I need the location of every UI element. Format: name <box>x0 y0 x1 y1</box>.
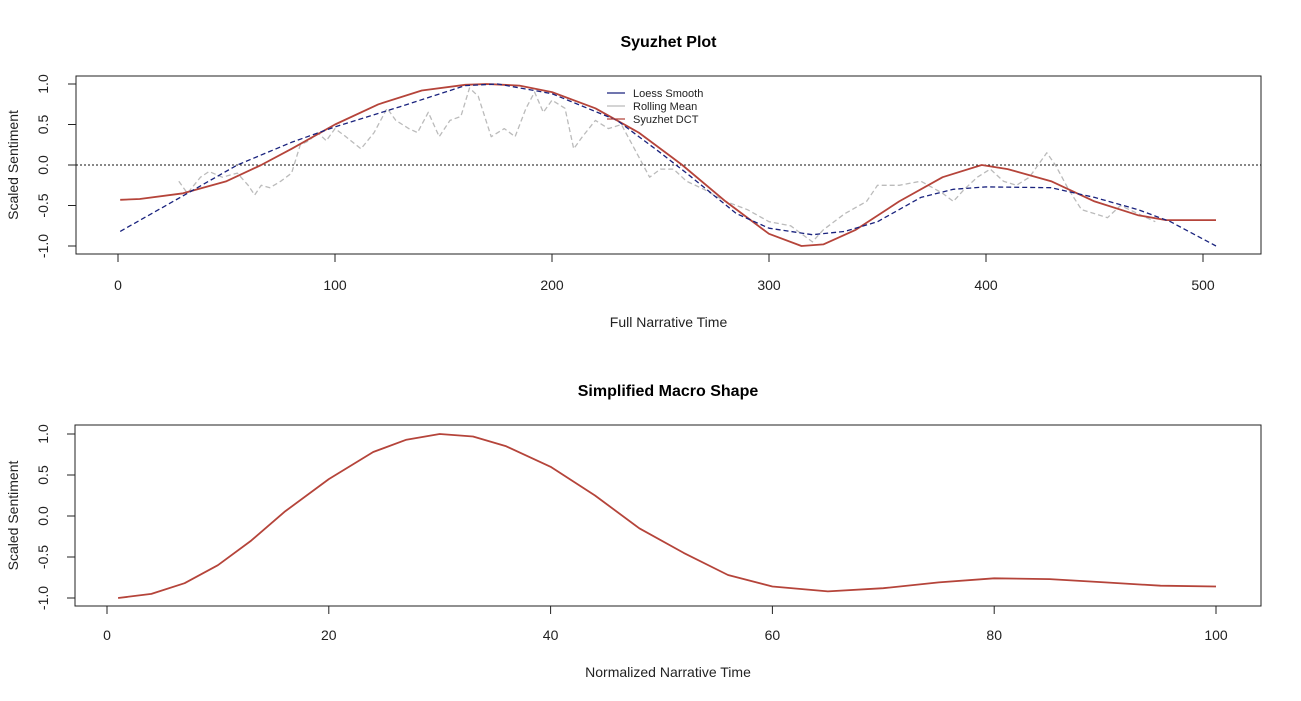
x-tick-label: 0 <box>114 277 122 293</box>
legend-label: Rolling Mean <box>633 101 697 113</box>
x-axis-label: Full Narrative Time <box>610 314 728 330</box>
x-tick-label: 0 <box>103 627 111 643</box>
y-axis-label: Scaled Sentiment <box>5 110 21 220</box>
legend-label: Loess Smooth <box>633 88 703 100</box>
panel-1: Syuzhet Plot 0 100 200 300 400 500 -1.0 -0.5 0.0 0… <box>5 34 1262 330</box>
y-tick-label: -0.5 <box>35 193 51 217</box>
series-line-loess-smooth <box>119 83 1217 247</box>
series-line-macro-shape <box>117 433 1217 599</box>
chart-title: Syuzhet Plot <box>620 34 717 51</box>
y-tick-label: -1.0 <box>35 234 51 258</box>
y-tick-label: -0.5 <box>35 545 51 569</box>
y-tick-label: -1.0 <box>35 586 51 610</box>
y-tick-label: 0.0 <box>35 155 51 175</box>
x-tick-label: 40 <box>543 627 559 643</box>
plot-frame <box>74 424 1262 607</box>
x-tick-label: 20 <box>321 627 337 643</box>
y-axis-label: Scaled Sentiment <box>5 461 21 571</box>
x-tick-label: 300 <box>757 277 781 293</box>
x-axis-label: Normalized Narrative Time <box>585 664 751 680</box>
y-tick-label: 1.0 <box>35 424 51 444</box>
x-tick-label: 80 <box>986 627 1002 643</box>
x-tick-label: 500 <box>1191 277 1215 293</box>
panel-2: Simplified Macro Shape 0 20 40 60 80 100 -1.0 -0… <box>5 383 1262 680</box>
y-tick-label: 0.0 <box>35 506 51 526</box>
x-tick-label: 60 <box>765 627 781 643</box>
chart-title: Simplified Macro Shape <box>578 383 759 400</box>
x-tick-label: 100 <box>1204 627 1228 643</box>
legend-label: Syuzhet DCT <box>633 114 699 126</box>
x-tick-label: 200 <box>540 277 564 293</box>
y-tick-label: 0.5 <box>35 115 51 135</box>
series-line-syuzhet-dct <box>120 83 1216 247</box>
y-tick-label: 1.0 <box>35 74 51 94</box>
x-tick-label: 400 <box>974 277 998 293</box>
x-tick-label: 100 <box>323 277 347 293</box>
y-tick-label: 0.5 <box>35 465 51 485</box>
